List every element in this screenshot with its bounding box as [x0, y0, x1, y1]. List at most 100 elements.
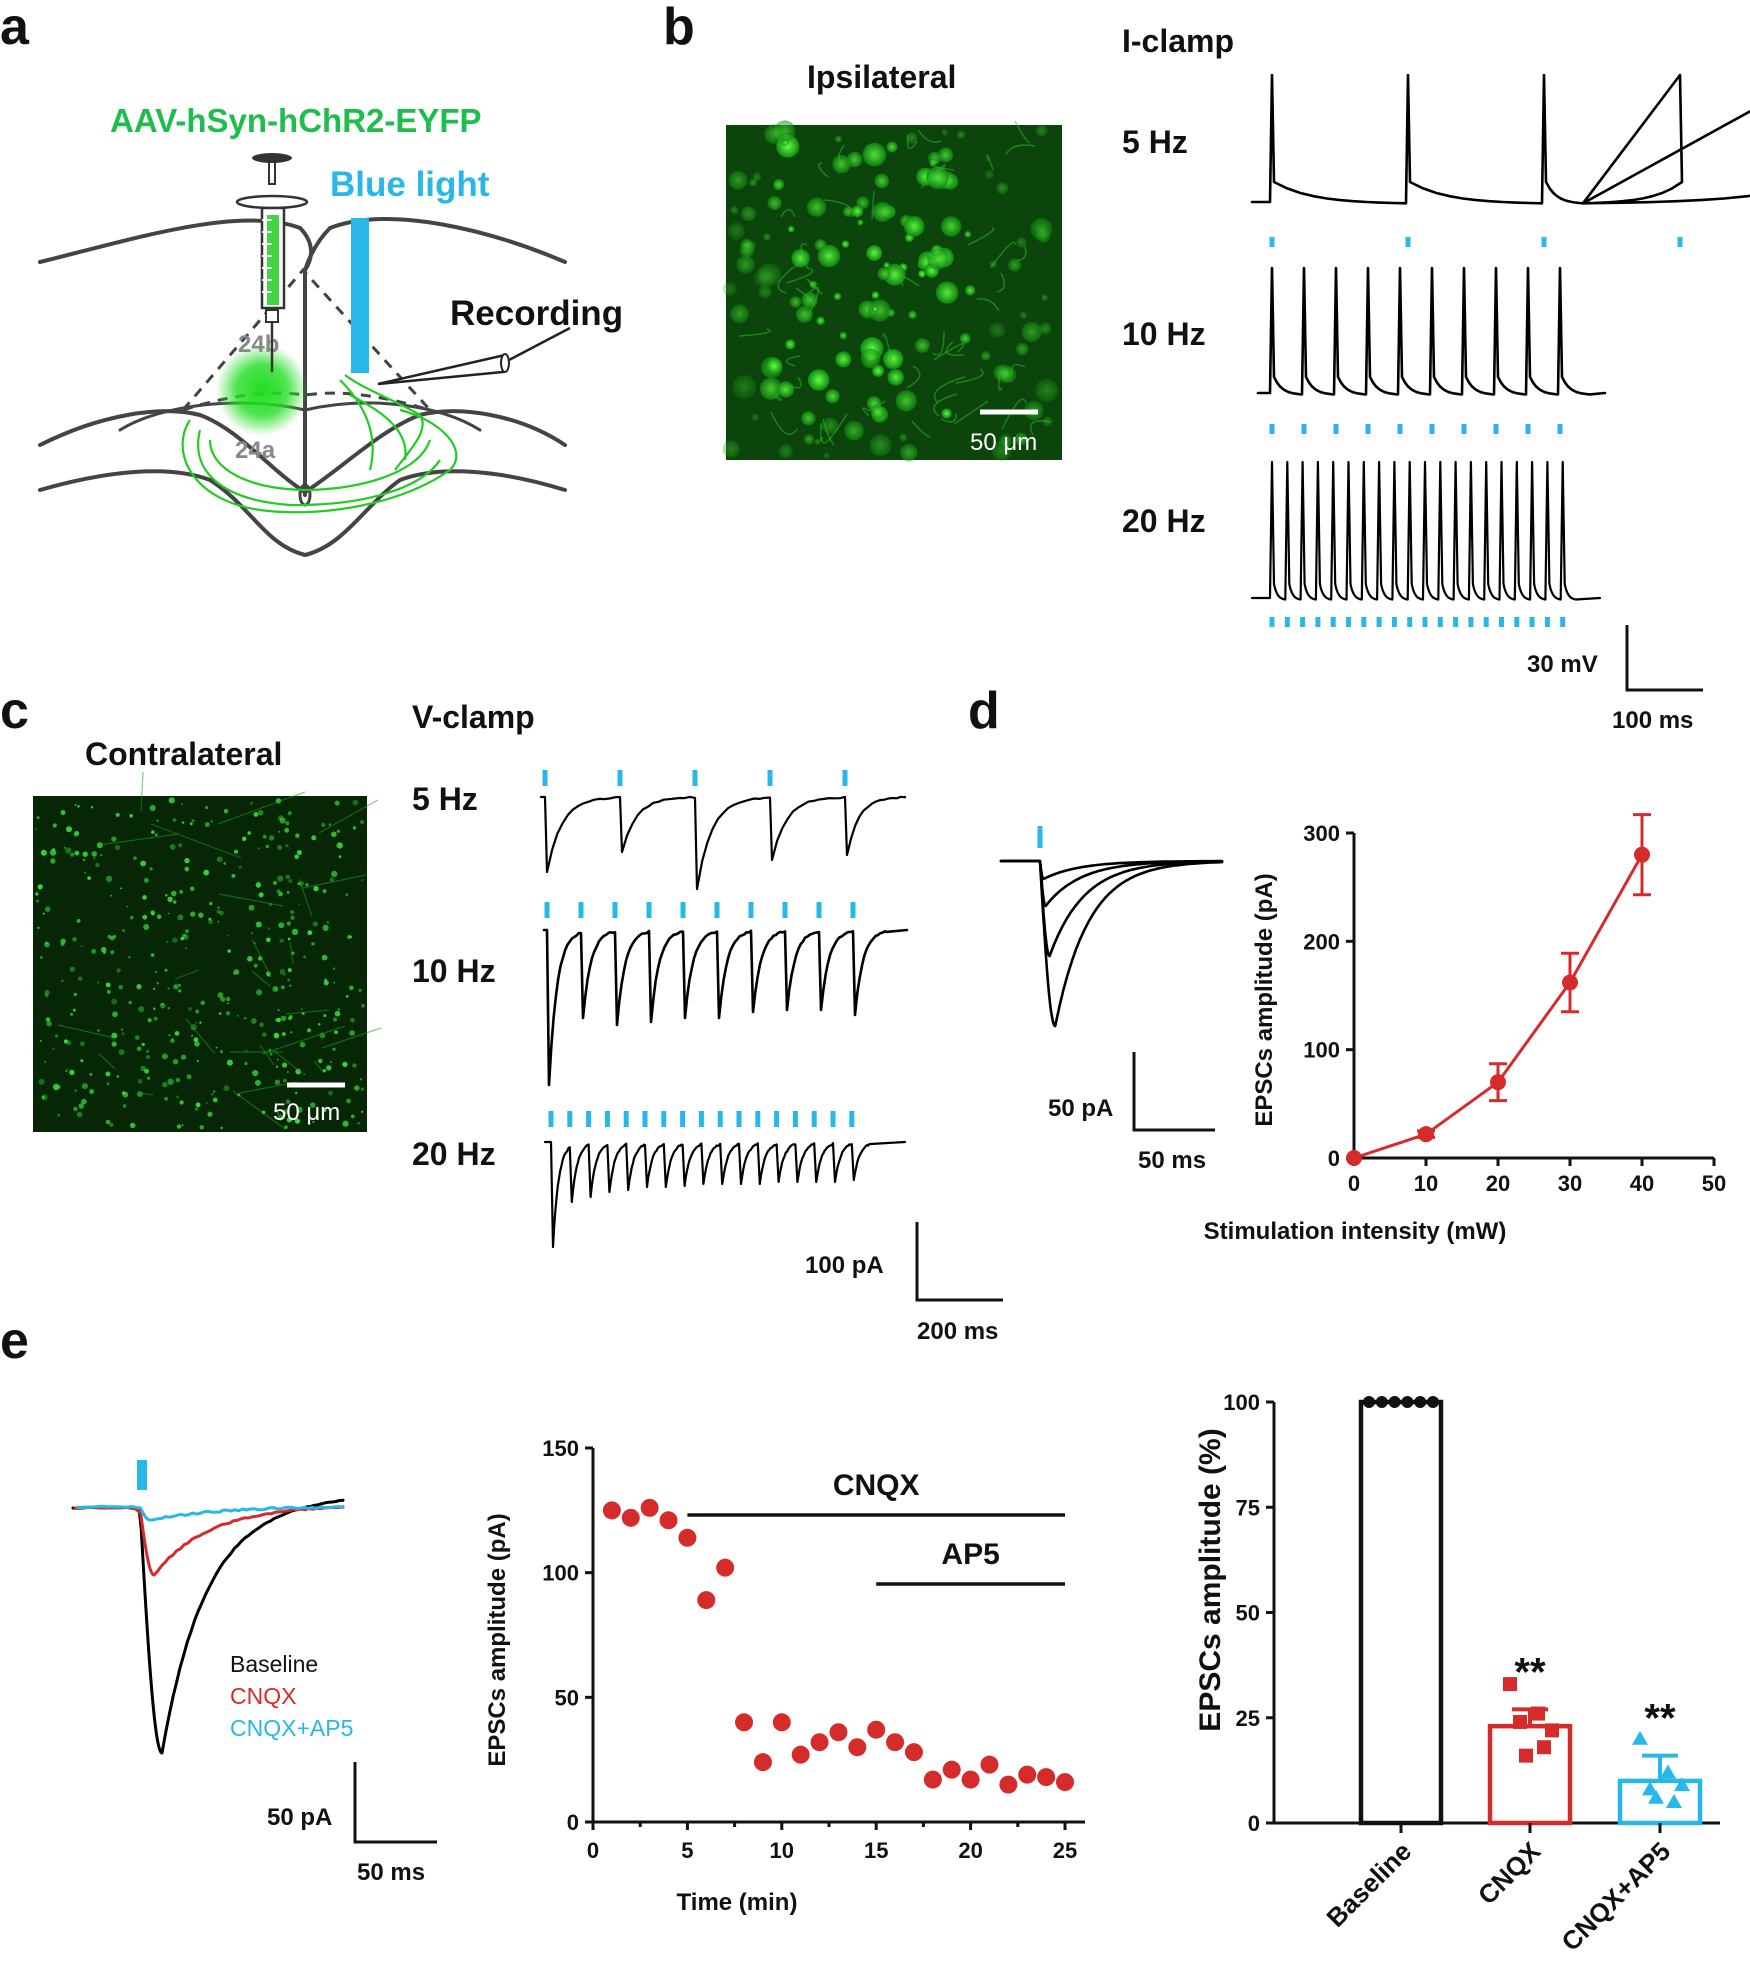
e-time-point: [716, 1558, 735, 1577]
axon-bouton: [219, 1050, 224, 1054]
axon-bouton: [184, 866, 190, 872]
axon-bouton: [130, 1122, 136, 1129]
neuron-soma: [764, 124, 784, 144]
axon-bouton: [154, 833, 158, 837]
axon-bouton: [290, 1118, 293, 1122]
axon-bouton: [288, 879, 293, 883]
neurite: [788, 376, 802, 389]
axon-bouton: [236, 1014, 239, 1017]
axon-bouton: [128, 1000, 132, 1005]
neuron-soma: [926, 166, 949, 189]
axon-bouton: [247, 831, 251, 835]
e-time-point: [1056, 1773, 1074, 1792]
axon-bouton: [286, 891, 290, 894]
neuron-soma: [866, 245, 883, 261]
neurite: [933, 393, 958, 417]
neurite: [838, 144, 845, 165]
neuron-soma: [754, 268, 774, 288]
axon-bouton: [225, 996, 231, 1002]
neuron-soma: [787, 225, 795, 233]
axon-bouton: [182, 934, 189, 940]
axon-bouton: [118, 1049, 125, 1056]
neuron-soma: [730, 304, 749, 324]
neuron-soma: [847, 151, 863, 168]
neurite: [774, 130, 784, 146]
epsc-trace: [999, 859, 1224, 958]
axon-bouton: [69, 1069, 75, 1075]
neuron-soma: [833, 292, 842, 301]
neurite: [795, 287, 815, 304]
neuron-soma: [778, 444, 793, 459]
axon-bouton: [141, 1042, 145, 1047]
axon-bouton: [64, 846, 66, 849]
axon-bouton: [65, 1070, 68, 1073]
vclamp-title: V-clamp: [412, 699, 535, 735]
axon-bouton: [149, 805, 156, 811]
neuron-soma: [758, 285, 772, 299]
axon-bouton: [110, 894, 113, 897]
axon-bouton: [138, 1006, 145, 1013]
epsc-trace: [999, 859, 1224, 1028]
axon-bouton: [299, 1041, 306, 1048]
e-time-point: [659, 1511, 678, 1530]
drug-label: CNQX: [833, 1469, 920, 1502]
axon-bouton: [172, 818, 177, 822]
neuron-soma: [839, 331, 847, 340]
axon-bouton: [258, 892, 264, 898]
neuron-soma: [940, 216, 962, 237]
axon-bouton: [191, 1034, 194, 1037]
axon-bouton: [166, 940, 169, 943]
axon-bouton: [257, 847, 260, 850]
axon-bouton: [322, 1108, 327, 1113]
panel-letter-c: c: [0, 682, 29, 740]
axon-bouton: [217, 992, 224, 998]
axon-bouton: [156, 819, 159, 822]
axon-bouton: [198, 912, 204, 918]
neuron-soma: [886, 141, 898, 153]
axon-bouton: [333, 1017, 338, 1022]
e-cnqx-ap5-trace: [76, 1504, 345, 1522]
neuron-soma: [817, 244, 841, 268]
neuron-soma: [956, 130, 966, 139]
axon-bouton: [250, 1018, 257, 1024]
axon-bouton: [70, 1013, 73, 1016]
neuron-soma: [722, 440, 740, 458]
axon-fiber: [259, 1044, 275, 1066]
axon-bouton: [257, 810, 264, 816]
axon-bouton: [342, 1061, 348, 1068]
axon-bouton: [287, 937, 291, 941]
axon-bouton: [200, 1000, 205, 1005]
axon-bouton: [219, 910, 224, 916]
axon-bouton: [266, 937, 271, 943]
axon-bouton: [216, 909, 221, 914]
neurite: [806, 286, 820, 320]
axon-bouton: [129, 814, 133, 818]
axon-bouton: [133, 856, 137, 860]
iclamp-scale-t: 100 ms: [1612, 707, 1693, 734]
axon-bouton: [323, 1014, 327, 1018]
axon-bouton: [176, 1124, 182, 1129]
axon-bouton: [81, 1083, 88, 1090]
axon-bouton: [295, 833, 300, 838]
axon-bouton: [106, 989, 111, 994]
axon-bouton: [234, 849, 238, 854]
axon-bouton: [105, 982, 111, 988]
axon-bouton: [345, 893, 349, 897]
axon-bouton: [318, 1023, 321, 1026]
axon-bouton: [193, 1037, 199, 1043]
d-xtick-label: 20: [1486, 1171, 1510, 1196]
e-bar: [1358, 1399, 1444, 1826]
neuron-soma: [740, 238, 753, 251]
neuron-soma: [964, 231, 972, 238]
axon-bouton: [40, 956, 43, 959]
e-time-point: [961, 1770, 980, 1789]
axon-bouton: [122, 929, 125, 933]
axon-fiber: [98, 833, 179, 846]
e-time-point: [829, 1723, 848, 1742]
e-time-ylabel: EPSCs amplitude (pA): [484, 1513, 511, 1766]
neuron-soma: [795, 305, 813, 323]
neurite: [862, 407, 871, 417]
neuron-soma: [941, 408, 952, 419]
axon-bouton: [42, 912, 45, 915]
axon-bouton: [194, 1107, 199, 1111]
